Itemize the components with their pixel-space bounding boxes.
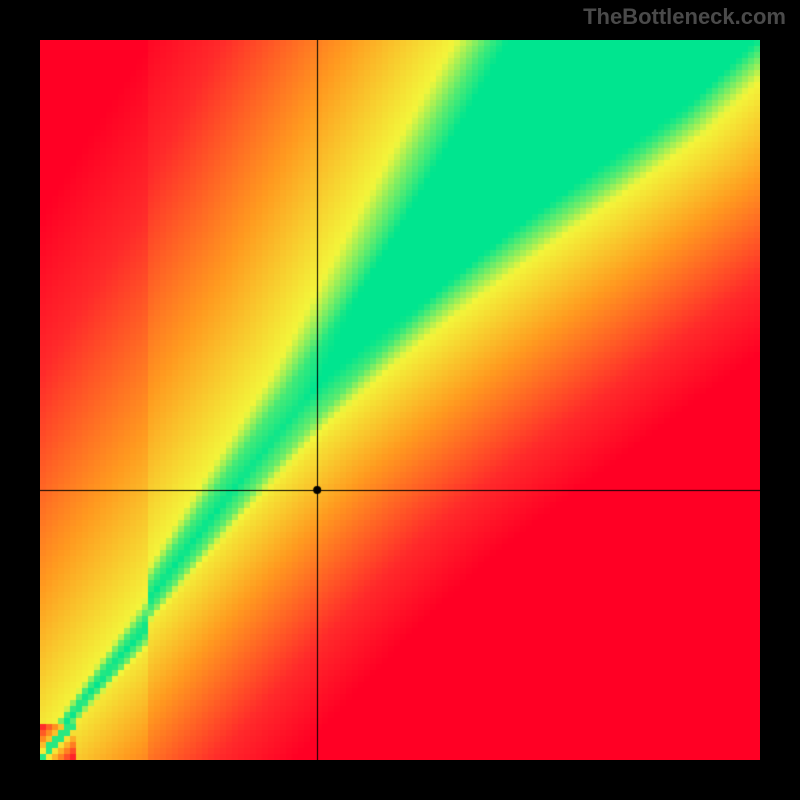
watermark-text: TheBottleneck.com (583, 4, 786, 30)
chart-container: TheBottleneck.com (0, 0, 800, 800)
plot-area (40, 40, 760, 760)
bottleneck-heatmap (40, 40, 760, 760)
